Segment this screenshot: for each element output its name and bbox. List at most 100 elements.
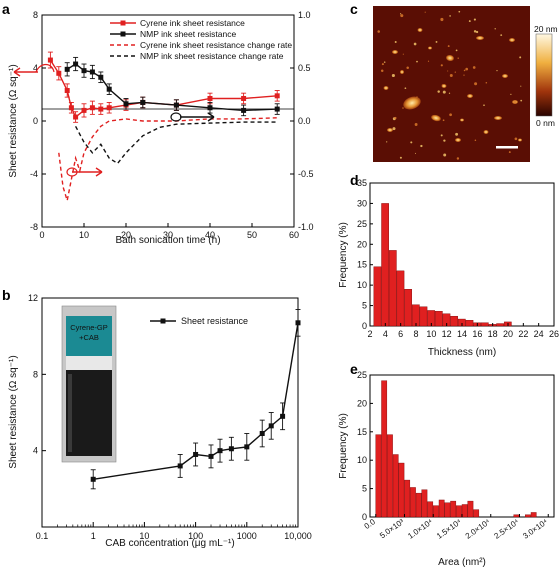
histogram-bar xyxy=(461,504,468,518)
histogram-bar xyxy=(433,505,439,518)
histogram-bar xyxy=(496,323,504,327)
y2-tick-label: -1.0 xyxy=(298,222,314,232)
panel-a: a 0 10 20 30 40 50 60 -8 -4 0 4 8 -1.0 -0.5 0.0 0.5 1.… xyxy=(2,1,314,246)
panel-a-y-ticks: -8 -4 0 4 8 xyxy=(30,10,46,232)
panel-a-series xyxy=(47,51,280,201)
panel-d-x-label: Thickness (nm) xyxy=(428,347,496,358)
x-tick-label: 10 xyxy=(79,230,89,240)
panel-d-y-label: Frequency (%) xyxy=(338,222,349,288)
panel-b-legend: Sheet resistance xyxy=(150,316,248,326)
histogram-bar xyxy=(415,492,422,518)
afm-flake xyxy=(403,96,421,110)
red-circle-marker xyxy=(66,167,78,177)
panel-a-y2-ticks: -1.0 -0.5 0.0 0.5 1.0 xyxy=(290,10,314,232)
afm-particle xyxy=(520,85,522,87)
x-tick-label: 12 xyxy=(442,329,452,339)
histogram-bar xyxy=(450,500,457,518)
afm-particle xyxy=(454,71,456,73)
x-tick-label: 1.0×10⁴ xyxy=(406,517,435,541)
histogram-bar xyxy=(387,434,393,518)
afm-particle xyxy=(455,49,458,52)
afm-particle xyxy=(455,132,459,136)
data-point xyxy=(208,453,214,459)
data-point xyxy=(64,66,70,72)
data-point xyxy=(123,101,129,107)
legend-marker xyxy=(120,20,126,26)
afm-flake xyxy=(387,128,393,132)
afm-particle xyxy=(394,41,397,43)
histogram-bar xyxy=(381,380,388,518)
x-tick-label: 4 xyxy=(383,329,388,339)
afm-particle xyxy=(400,14,404,18)
x-tick-label: 60 xyxy=(289,230,299,240)
afm-flake xyxy=(518,138,522,142)
afm-particle xyxy=(458,10,461,13)
data-point xyxy=(241,107,247,113)
panel-b-x-label: CAB concentration (μg mL⁻¹) xyxy=(105,538,234,549)
histogram-bar xyxy=(465,320,474,327)
legend-label: Cyrene ink sheet resistance xyxy=(140,18,245,28)
afm-particle xyxy=(443,139,446,142)
data-point xyxy=(207,95,213,101)
data-point xyxy=(207,105,213,111)
afm-particle xyxy=(449,113,452,117)
afm-particle xyxy=(427,60,430,62)
y2-tick-label: 0.0 xyxy=(298,116,311,126)
histogram-bar xyxy=(421,489,428,518)
panel-b-y-ticks: 4 8 12 xyxy=(28,293,46,456)
x-tick-label: 22 xyxy=(518,329,528,339)
histogram-bar xyxy=(398,462,405,518)
afm-particle xyxy=(494,28,496,30)
panel-e-x-ticks: 0.0 5.0×10³ 1.0×10⁴ 1.5×10⁴ 2.0×10⁴ 2.5×10⁴ 3.… xyxy=(363,514,550,541)
afm-particle xyxy=(377,30,380,33)
data-point xyxy=(98,106,104,112)
afm-particle xyxy=(447,70,449,72)
afm-particle xyxy=(414,123,418,126)
panel-letter-b: b xyxy=(2,287,11,303)
y-tick-label: 8 xyxy=(33,369,38,379)
panel-d-y-ticks: 0 5 10 15 20 25 30 35 xyxy=(357,178,373,331)
panel-e-bars xyxy=(375,380,537,518)
histogram-bar xyxy=(427,501,434,518)
x-tick-label: 40 xyxy=(205,230,215,240)
legend-marker xyxy=(160,318,166,324)
afm-particle xyxy=(513,100,517,104)
y2-tick-label: -0.5 xyxy=(298,169,314,179)
x-tick-label: 1 xyxy=(91,531,96,541)
panel-b-x-ticks: 0.1 1 10 100 1000 10,000 xyxy=(36,522,312,541)
data-point xyxy=(268,423,274,429)
x-tick-label: 8 xyxy=(413,329,418,339)
histogram-bar xyxy=(410,487,416,518)
x-tick-label: 30 xyxy=(163,230,173,240)
y-tick-label: 25 xyxy=(357,219,367,229)
afm-flake xyxy=(460,118,464,122)
histogram-bar xyxy=(388,250,397,327)
afm-flake xyxy=(428,46,432,50)
y-tick-label: -4 xyxy=(30,169,38,179)
afm-particle xyxy=(410,141,413,144)
histogram-bar xyxy=(434,311,443,327)
data-point xyxy=(81,107,87,113)
histogram-bar xyxy=(525,514,531,518)
afm-particle xyxy=(424,11,426,13)
afm-particle xyxy=(414,152,417,154)
afm-flake xyxy=(509,38,515,42)
histogram-bar xyxy=(392,454,399,518)
data-point xyxy=(47,57,53,63)
afm-particle xyxy=(402,53,404,55)
left-arrow-cyrene xyxy=(35,63,55,73)
y-tick-label: 0 xyxy=(362,512,367,522)
afm-particle xyxy=(448,92,451,94)
panel-b-series xyxy=(90,309,301,490)
y-tick-label: 15 xyxy=(357,260,367,270)
y-tick-label: 4 xyxy=(33,446,38,456)
x-tick-label: 6 xyxy=(398,329,403,339)
panel-e-y-label: Frequency (%) xyxy=(338,413,349,479)
vial-highlight xyxy=(68,374,72,452)
legend-label: Cyrene ink sheet resistance change rate xyxy=(140,40,292,50)
x-tick-label: 0 xyxy=(39,230,44,240)
y-tick-label: 25 xyxy=(357,370,367,380)
vial-photo: Cyrene-GP +CAB xyxy=(61,305,117,463)
